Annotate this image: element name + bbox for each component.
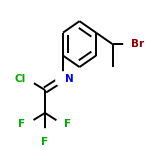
Text: F: F — [64, 119, 71, 129]
Text: F: F — [41, 137, 49, 147]
Text: Br: Br — [131, 39, 144, 49]
Text: N: N — [64, 74, 73, 84]
Text: F: F — [18, 119, 26, 129]
Text: Cl: Cl — [14, 74, 26, 84]
